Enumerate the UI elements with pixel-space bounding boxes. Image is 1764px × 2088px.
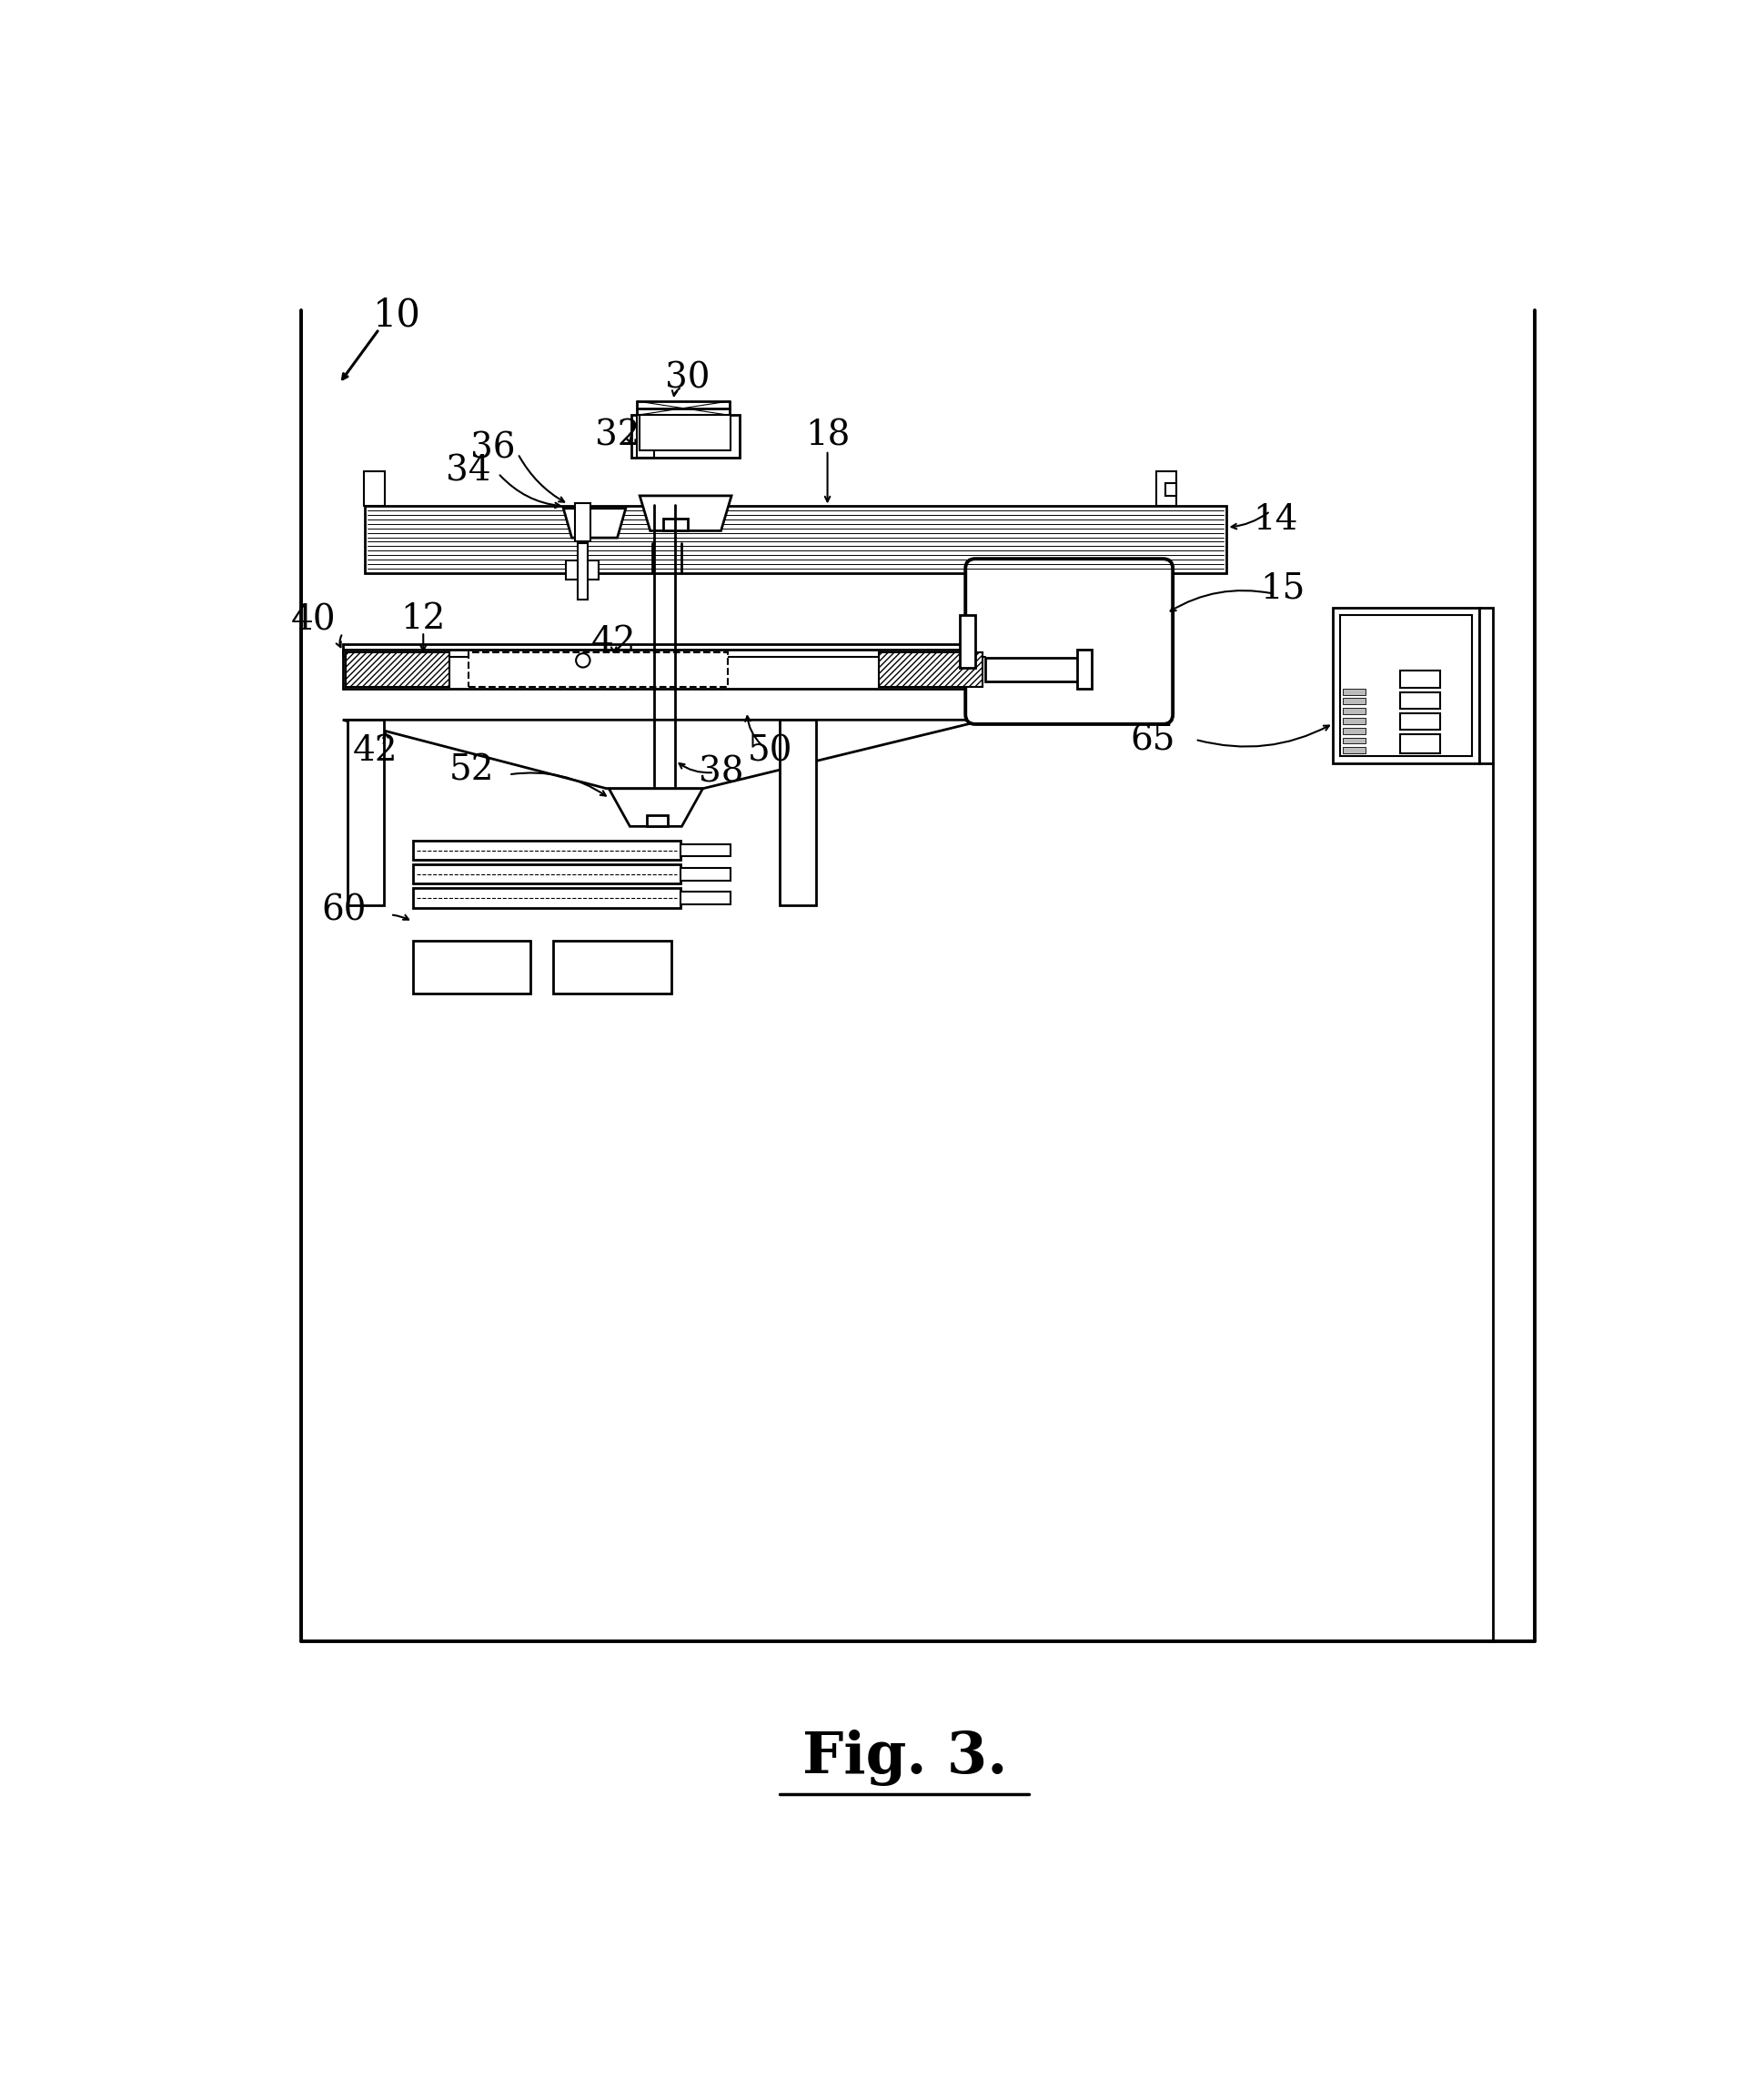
Text: 38: 38 [699,756,743,789]
Bar [780,720,815,906]
Text: 60: 60 [321,894,367,927]
Bar [679,844,730,856]
Bar [639,416,730,451]
Bar [984,658,1081,681]
Text: 14: 14 [1252,503,1298,537]
Bar [1332,608,1478,764]
Bar [1399,670,1439,687]
Bar [1342,689,1365,695]
Text: 36: 36 [469,432,515,466]
Bar [646,814,667,827]
Bar [679,892,730,904]
Bar [469,651,727,687]
Bar [348,720,385,906]
Polygon shape [342,720,984,789]
Polygon shape [563,507,626,539]
Bar [1342,708,1365,714]
Bar [1342,737,1365,743]
Text: 32: 32 [594,420,640,453]
Bar [632,416,739,457]
Bar [1339,614,1471,756]
Text: 34: 34 [446,455,490,489]
Text: 15: 15 [1259,572,1305,606]
Bar [566,560,598,580]
Bar [554,940,670,994]
Text: 50: 50 [748,735,792,768]
Bar [575,503,589,541]
Bar [1342,718,1365,725]
Bar [1155,472,1175,505]
Text: 10: 10 [372,296,420,334]
Circle shape [575,654,589,668]
Bar [413,887,679,908]
Bar [1078,649,1090,689]
Bar [1399,735,1439,754]
FancyBboxPatch shape [965,560,1173,725]
Text: 42: 42 [353,735,399,768]
Bar [679,869,730,881]
Bar [1342,748,1365,754]
Bar [1342,727,1365,735]
Bar [363,472,385,505]
Bar [342,649,984,689]
Text: 18: 18 [804,420,850,453]
Text: 40: 40 [291,603,335,637]
Bar [413,940,531,994]
Bar [663,518,686,530]
Text: 12: 12 [400,601,446,637]
Bar [1478,608,1492,764]
Text: 42: 42 [591,624,637,658]
Text: 65: 65 [1131,725,1175,758]
Text: Fig. 3.: Fig. 3. [801,1731,1007,1787]
Bar [1399,691,1439,708]
Text: 52: 52 [448,754,494,787]
Bar [1399,712,1439,729]
Polygon shape [609,789,702,827]
Polygon shape [639,495,730,530]
Bar [413,864,679,883]
Bar [1342,697,1365,704]
Bar [342,645,984,656]
Bar [878,651,983,687]
Bar [579,543,587,599]
Bar [413,841,679,860]
Bar [1166,482,1175,495]
Bar [960,614,975,668]
Bar [365,505,1226,572]
Text: 30: 30 [665,361,709,395]
Bar [637,416,654,457]
Bar [346,651,450,687]
